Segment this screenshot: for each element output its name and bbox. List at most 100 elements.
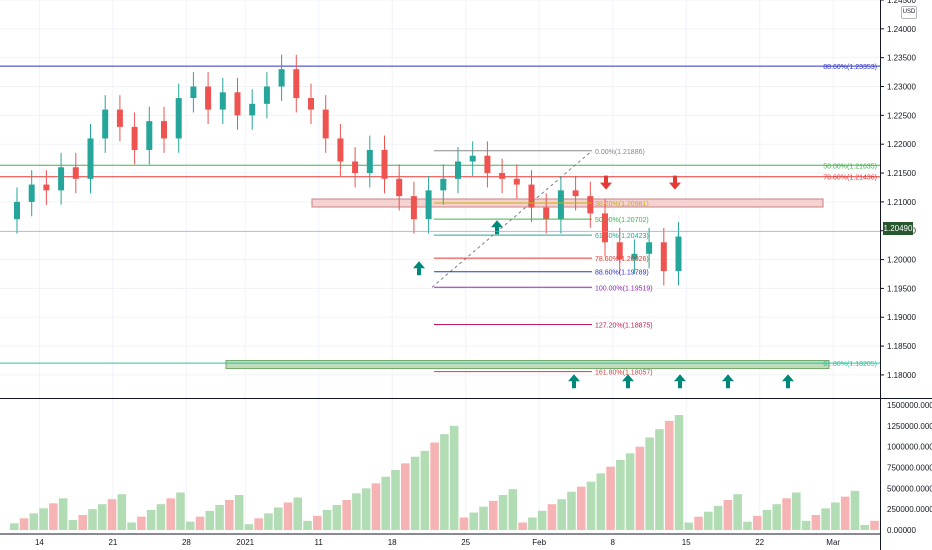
time-axis-tick: 14 — [35, 538, 44, 547]
volume-bar — [664, 420, 674, 530]
arrow-up-shape — [413, 261, 425, 276]
volume-bar — [606, 466, 615, 530]
volume-bar — [205, 510, 215, 530]
volume-bar — [840, 496, 850, 530]
volume-bar — [313, 515, 322, 530]
arrow-down-icon — [600, 175, 612, 190]
volume-bar — [831, 502, 840, 530]
price-axis-tick: 1.18000 — [887, 371, 916, 380]
volume-bar — [225, 500, 234, 530]
volume-bar — [430, 442, 439, 530]
arrow-down-icon — [669, 175, 681, 190]
time-axis-tick: 22 — [755, 538, 764, 547]
fib-level-label: 50.00%(1.20702) — [595, 217, 649, 224]
candle-body — [528, 184, 535, 208]
candle-body — [602, 213, 608, 243]
currency-label[interactable]: USD — [901, 6, 917, 19]
time-axis-tick: 11 — [315, 538, 324, 547]
arrow-up-shape — [568, 374, 580, 389]
candle-body — [572, 190, 579, 197]
level-label: 50.00%(1.21635) — [823, 163, 877, 170]
price-axis-tick: 1.22500 — [887, 111, 916, 120]
candle-body — [205, 86, 212, 110]
volume-bar — [860, 525, 870, 530]
support-zone — [225, 360, 830, 370]
volume-bar — [704, 511, 713, 530]
time-axis-tick: 8 — [610, 538, 615, 547]
volume-bar — [518, 522, 527, 530]
volume-bar — [420, 450, 430, 530]
candle-body — [87, 138, 94, 179]
volume-bar — [88, 509, 97, 530]
volume-bar — [586, 481, 596, 530]
time-axis-tick: 25 — [461, 538, 470, 547]
arrow-up-icon — [622, 374, 634, 389]
arrow-up-shape — [674, 374, 686, 389]
candle-body — [366, 149, 373, 174]
candle-body — [322, 109, 329, 139]
time-axis-tick: Mar — [826, 538, 840, 547]
volume-bar — [655, 429, 664, 530]
level-label: 61.80%(1.18205) — [823, 361, 877, 368]
volume-bar — [528, 517, 537, 530]
candle-body — [175, 98, 182, 139]
volume-bar — [342, 500, 351, 530]
volume-bar — [68, 520, 78, 530]
volume-bar — [733, 494, 742, 530]
volume-bar — [215, 505, 224, 530]
candle-body — [14, 201, 20, 220]
candle-body — [381, 149, 388, 179]
arrow-up-shape — [782, 374, 794, 389]
volume-bar — [752, 515, 762, 530]
volume-bar — [713, 505, 723, 530]
candle-body — [219, 92, 226, 110]
candle-body — [352, 161, 359, 174]
time-axis-tick: 2021 — [236, 538, 254, 547]
fib-level-label: 88.60%(1.19789) — [595, 270, 649, 277]
candle-body — [72, 167, 79, 179]
volume-bar — [557, 499, 566, 530]
arrow-up-icon — [568, 374, 580, 389]
arrow-up-shape — [722, 374, 734, 389]
volume-bar — [801, 520, 811, 530]
volume-axis-tick: 1500000.00000 — [887, 401, 932, 410]
volume-bar — [195, 516, 205, 530]
candle-body — [234, 92, 241, 116]
volume-bar — [293, 497, 303, 530]
candle-body — [646, 242, 653, 254]
candle-body — [278, 69, 285, 87]
volume-bar — [185, 521, 195, 530]
volume-bar — [254, 518, 263, 530]
candle-body — [543, 207, 550, 220]
volume-axis-tick: 250000.00000 — [887, 505, 932, 514]
volume-bar — [772, 504, 782, 530]
volume-bar — [137, 516, 146, 530]
candle-body — [455, 161, 461, 179]
volume-bar — [166, 498, 175, 530]
volume-bar — [371, 483, 381, 530]
price-axis-tick: 1.24000 — [887, 25, 916, 34]
volume-bar — [469, 512, 479, 530]
volume-bar — [234, 495, 244, 530]
arrow-up-icon — [413, 261, 425, 276]
price-axis-tick: 1.21500 — [887, 169, 916, 178]
candle-body — [190, 86, 197, 99]
candle-body — [263, 86, 270, 104]
volume-bar — [19, 518, 29, 530]
volume-bar — [567, 491, 576, 530]
candle-body — [308, 98, 314, 110]
candle-body — [131, 126, 138, 150]
price-axis-tick: 1.21000 — [887, 198, 916, 207]
time-axis-tick: 18 — [388, 538, 397, 547]
volume-bar — [264, 513, 273, 530]
price-axis-tick: 1.23500 — [887, 54, 916, 63]
volume-bar — [332, 505, 342, 530]
volume-bar — [97, 504, 107, 530]
arrow-up-icon — [722, 374, 734, 389]
fib-level-label: 78.60%(1.20026) — [595, 256, 649, 263]
volume-bar — [49, 503, 58, 530]
volume-bar — [870, 520, 879, 530]
volume-bar — [625, 453, 635, 530]
candle-body — [469, 155, 476, 162]
